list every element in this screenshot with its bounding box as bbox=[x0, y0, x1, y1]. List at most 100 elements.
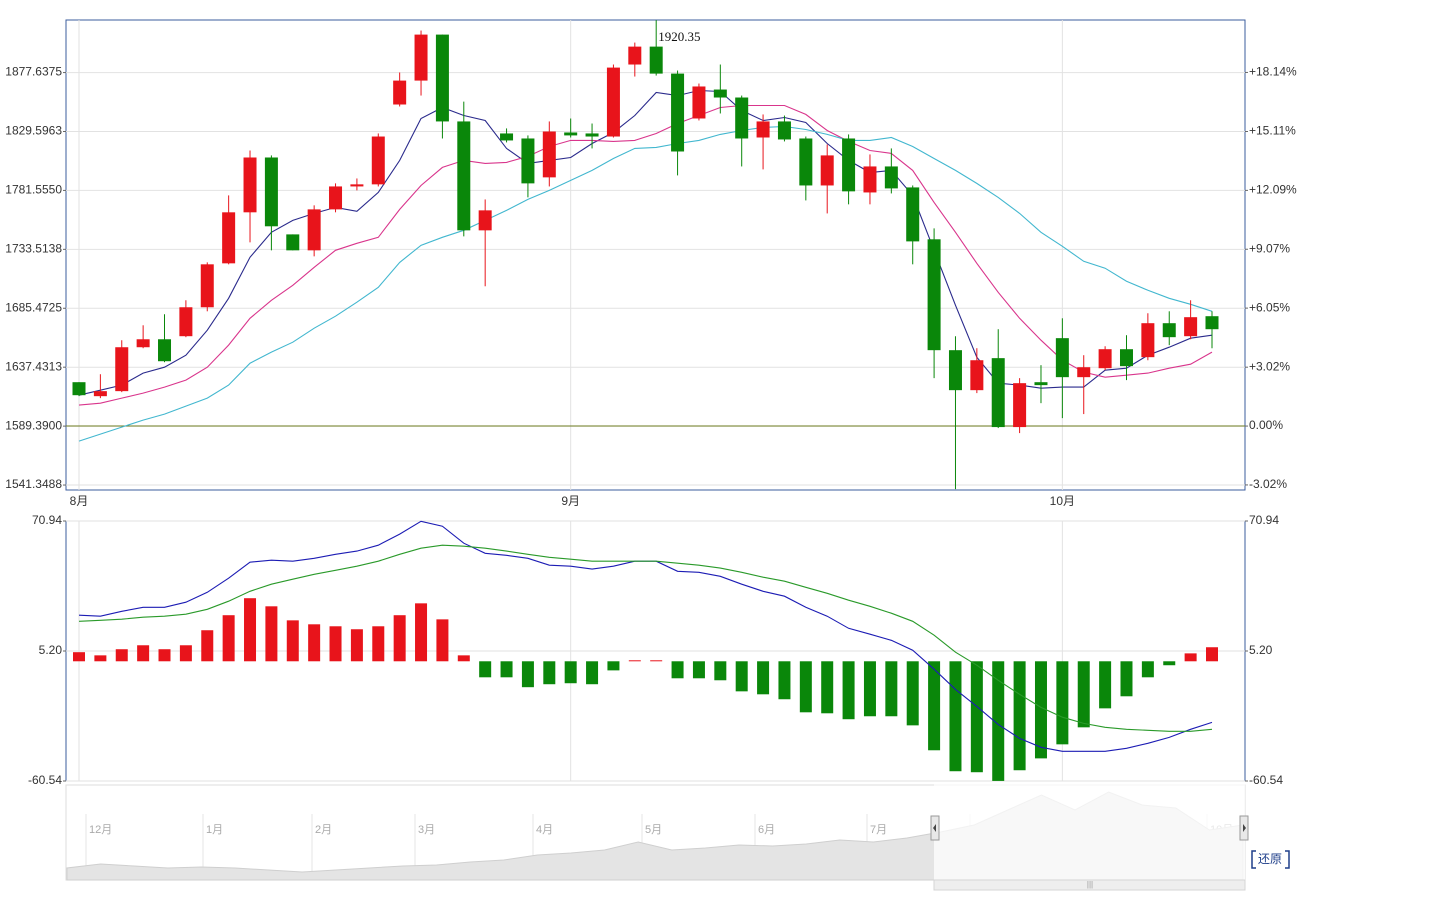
candle-body bbox=[115, 347, 129, 392]
right-tick-label: 70.94 bbox=[1249, 513, 1279, 527]
macd-line bbox=[78, 544, 1213, 732]
macd-bar bbox=[329, 626, 342, 662]
macd-bar bbox=[735, 661, 748, 692]
candle-body bbox=[200, 264, 214, 308]
macd-bar bbox=[521, 661, 534, 688]
candle-body bbox=[1077, 367, 1091, 378]
macd-bar bbox=[1120, 661, 1133, 697]
left-tick-label: 1589.3900 bbox=[5, 418, 62, 432]
macd-bar bbox=[970, 661, 983, 773]
candle-body bbox=[906, 187, 920, 242]
macd-bar bbox=[415, 603, 428, 662]
left-tick-label: 1685.4725 bbox=[5, 300, 62, 314]
macd-bar bbox=[372, 626, 385, 662]
left-tick-label: 5.20 bbox=[39, 643, 63, 657]
candle-body bbox=[264, 157, 278, 227]
navigator-window bbox=[934, 782, 1245, 880]
reset-button[interactable]: 还原 bbox=[1251, 850, 1290, 869]
right-tick-label: +6.05% bbox=[1249, 300, 1290, 314]
macd-bar bbox=[607, 661, 620, 671]
candle-body bbox=[243, 157, 257, 213]
macd-bar bbox=[265, 606, 278, 662]
candle-body bbox=[478, 210, 492, 231]
moving-average-line bbox=[78, 104, 1213, 406]
candle-body bbox=[1055, 338, 1069, 378]
candle-body bbox=[1013, 383, 1027, 428]
candle-body bbox=[179, 307, 193, 337]
left-tick-label: 1733.5138 bbox=[5, 242, 62, 256]
macd-bar bbox=[350, 629, 363, 662]
x-tick-label: 8月 bbox=[70, 494, 89, 508]
right-tick-label: +15.11% bbox=[1249, 124, 1296, 138]
macd-bar bbox=[1056, 661, 1069, 745]
right-tick-label: -3.02% bbox=[1249, 477, 1287, 491]
candle-body bbox=[585, 133, 599, 137]
macd-bar bbox=[286, 620, 299, 662]
candle-body bbox=[1184, 317, 1198, 337]
candle-body bbox=[799, 138, 813, 186]
candle-body bbox=[564, 132, 578, 136]
right-tick-label: 0.00% bbox=[1249, 418, 1283, 432]
macd-bar bbox=[949, 661, 962, 772]
candle-body bbox=[329, 186, 343, 210]
macd-bar bbox=[222, 615, 235, 662]
candle-body bbox=[158, 339, 172, 362]
macd-bar bbox=[586, 661, 599, 685]
candle-body bbox=[842, 138, 856, 192]
right-tick-label: +9.07% bbox=[1249, 241, 1290, 255]
left-tick-label: 1877.6375 bbox=[5, 65, 62, 79]
candle-body bbox=[1162, 323, 1176, 338]
candle-body bbox=[286, 234, 300, 251]
candle-body bbox=[756, 121, 770, 138]
candle-body bbox=[1141, 323, 1155, 358]
candle-body bbox=[820, 155, 834, 186]
macd-bar bbox=[73, 652, 85, 662]
candle-body bbox=[1034, 382, 1048, 386]
macd-bar bbox=[457, 655, 470, 662]
left-tick-label: 70.94 bbox=[32, 513, 62, 527]
macd-bar bbox=[906, 661, 919, 726]
candle-body bbox=[350, 184, 364, 187]
macd-bar bbox=[564, 661, 577, 684]
candle-body bbox=[991, 358, 1005, 428]
navigator-label: 6月 bbox=[758, 824, 775, 836]
macd-bar bbox=[842, 661, 855, 720]
macd-bar bbox=[863, 661, 876, 717]
macd-bar bbox=[393, 615, 406, 662]
candle-body bbox=[692, 86, 706, 119]
macd-bar bbox=[1163, 661, 1176, 666]
right-tick-label: +12.09% bbox=[1249, 183, 1297, 197]
macd-bar bbox=[543, 661, 556, 685]
macd-bar bbox=[479, 661, 492, 678]
macd-bar bbox=[714, 661, 727, 681]
candle-body bbox=[735, 97, 749, 139]
navigator: 12月1月2月3月4月5月6月7月8月9月10月||| bbox=[65, 782, 1249, 891]
scrollbar-grip: ||| bbox=[1087, 880, 1093, 889]
macd-bar bbox=[137, 645, 150, 662]
navigator-label: 5月 bbox=[645, 824, 662, 836]
candle-body bbox=[414, 34, 428, 81]
candle-body bbox=[884, 166, 898, 189]
candle-body bbox=[1098, 349, 1112, 369]
macd-bar bbox=[650, 660, 663, 662]
macd-bar bbox=[308, 624, 321, 662]
candle-body bbox=[970, 360, 984, 391]
candle-body bbox=[393, 80, 407, 105]
plot-frame bbox=[65, 19, 1246, 491]
candle-body bbox=[927, 239, 941, 351]
macd-bar bbox=[244, 598, 257, 662]
candle-body bbox=[457, 121, 471, 231]
candle-body bbox=[863, 166, 877, 193]
candle-body bbox=[435, 34, 449, 122]
candle-body bbox=[713, 89, 727, 98]
macd-bar bbox=[928, 661, 941, 751]
macd-bar bbox=[1077, 661, 1090, 728]
candle-body bbox=[1119, 349, 1133, 367]
left-tick-label: -60.54 bbox=[28, 773, 62, 787]
macd-bar bbox=[1206, 647, 1218, 662]
handle-arrow bbox=[933, 824, 936, 832]
macd-bar bbox=[671, 661, 684, 679]
candle-body bbox=[649, 46, 663, 74]
macd-bar bbox=[885, 661, 898, 717]
macd-bar bbox=[1013, 661, 1026, 771]
